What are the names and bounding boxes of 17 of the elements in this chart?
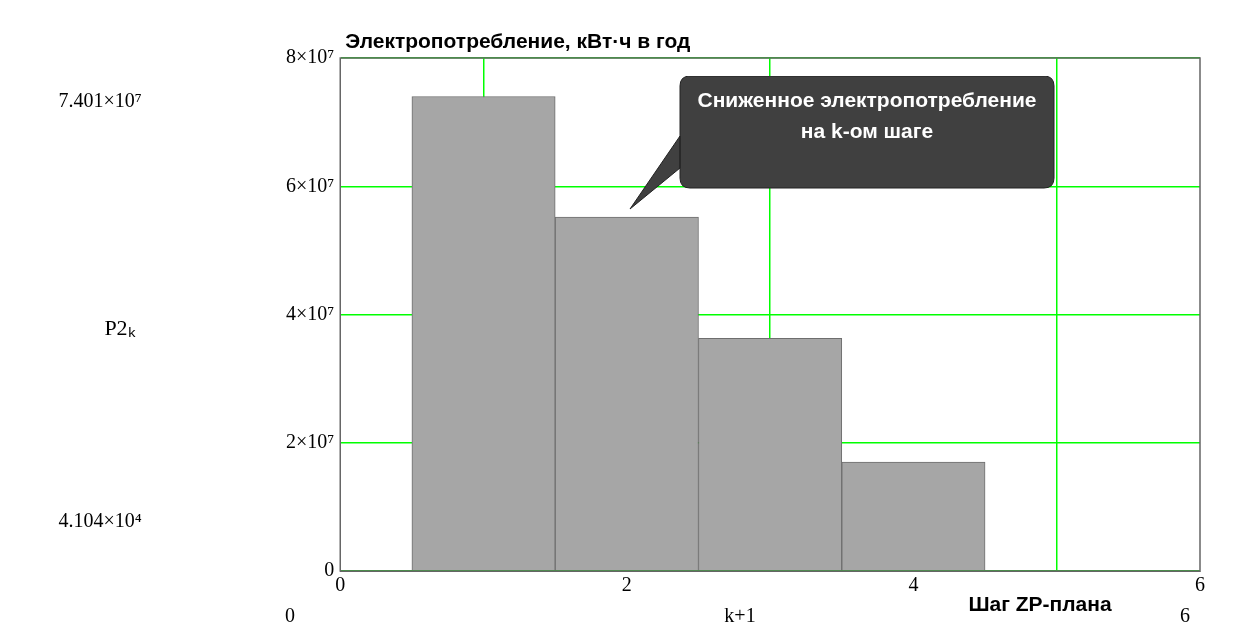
x-tick-label: 2 (621, 573, 632, 596)
x-axis-title: Шаг ZP-плана (968, 592, 1112, 615)
x-tick-label: 6 (1195, 573, 1205, 596)
text: 7.401×10⁷ (58, 89, 142, 111)
text: 6 (1180, 604, 1190, 626)
y-tick-label: 2×10⁷ (285, 430, 335, 452)
y-tick-label: 8×10⁷ (285, 45, 335, 68)
chart-title: Электропотребление, кВт·ч в год (345, 29, 691, 52)
annotation: Сниженное электропотребление на k-ом шаге (696, 87, 1038, 144)
text: 4.104×10⁴ (58, 509, 142, 531)
x-tick-label: 4 (908, 573, 919, 596)
text: k+1 (724, 604, 756, 626)
y-tick-label: 0 (324, 558, 335, 581)
y-tick-label: 6×10⁷ (285, 173, 335, 196)
y-tick-label: 4×10⁷ (285, 301, 335, 324)
speech-bubble: Сниженное электропотребление на k-ом шаге (628, 76, 1056, 210)
text: P2ₖ (104, 315, 136, 340)
